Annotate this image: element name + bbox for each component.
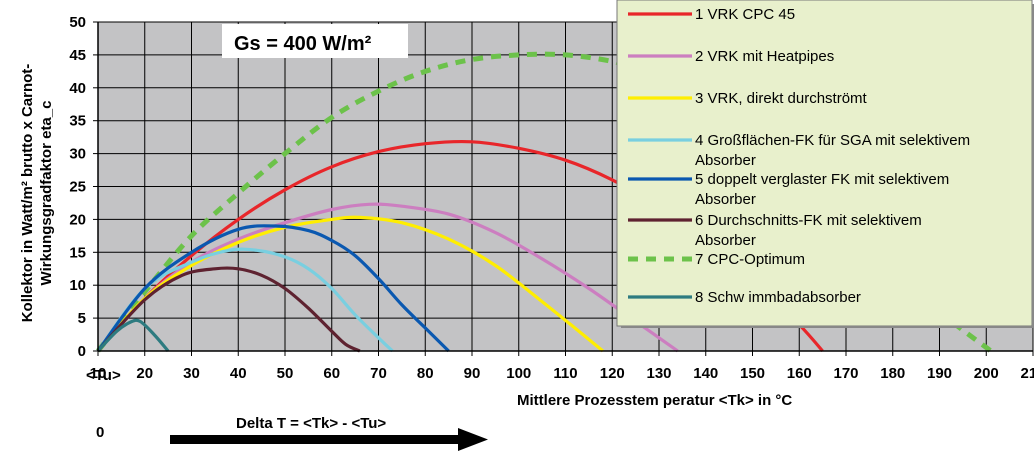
y-axis-title: Kollektor in Watt/m² brutto x Carnot- Wi… [19, 64, 55, 323]
x-tick-label: 40 [230, 365, 247, 382]
delta-zero-label: 0 [96, 424, 104, 441]
x-tick-label: 120 [600, 365, 625, 382]
x-axis-title: Mittlere Prozesstem peratur <Tk> in °C [517, 392, 792, 409]
legend-label-3: 3 VRK, direkt durchströmt [695, 90, 868, 107]
legend-label-8: 8 Schw immbadabsorber [695, 289, 861, 306]
y-axis-ticks: 0 5 10 15 20 25 30 35 40 45 50 [69, 14, 86, 360]
x-tick-label: 80 [417, 365, 434, 382]
legend-shadow-bottom [621, 326, 1034, 328]
x-tick-label: 150 [740, 365, 765, 382]
series-line-4 [96, 247, 394, 353]
x-tick-label: 70 [370, 365, 387, 382]
legend-label-5: 5 doppelt verglaster FK mit selektivem [695, 171, 949, 188]
legend-label-4-cont: Absorber [695, 152, 756, 169]
x-tick-label: 200 [974, 365, 999, 382]
x-tick-label: 210 [1020, 365, 1034, 382]
y-axis-title-line-2: Wirkungsgradfaktor eta_c [38, 101, 55, 286]
y-tick-label: 25 [69, 179, 86, 196]
x-tick-sub-label: <Tu> [86, 367, 121, 384]
series-line-6 [96, 266, 361, 353]
x-tick-label: 60 [323, 365, 340, 382]
delta-arrow-shaft [170, 435, 460, 444]
x-axis-ticks: 10 20 30 40 50 60 70 80 90 100 110 120 130 140 150 160 1… [90, 365, 1034, 382]
legend-label-6: 6 Durchschnitts-FK mit selektivem [695, 212, 922, 229]
callout-gs: Gs = 400 W/m² [234, 33, 372, 55]
y-tick-label: 45 [69, 47, 86, 64]
x-tick-label: 90 [464, 365, 481, 382]
legend-label-2: 2 VRK mit Heatpipes [695, 48, 834, 65]
x-tick-label: 10 [90, 365, 107, 382]
legend-box [616, 0, 1033, 327]
y-tick-label: 30 [69, 146, 86, 163]
y-tick-label: 15 [69, 244, 86, 261]
y-tick-label: 20 [69, 211, 86, 228]
x-tick-label: 130 [646, 365, 671, 382]
series-line-7 [96, 51, 993, 353]
callout-box [222, 24, 408, 58]
y-tick-label: 0 [78, 343, 86, 360]
x-tick-label: 140 [693, 365, 718, 382]
y-tick-label: 5 [78, 310, 86, 327]
y-tick-label: 40 [69, 80, 86, 97]
series-line-5 [96, 224, 450, 353]
x-tick-label: 170 [833, 365, 858, 382]
legend-label-7: 7 CPC-Optimum [695, 251, 805, 268]
x-tick-label: 160 [787, 365, 812, 382]
legend-label-1: 1 VRK CPC 45 [695, 6, 795, 23]
x-tick-label: 20 [136, 365, 153, 382]
y-tick-label: 10 [69, 277, 86, 294]
x-tick-label: 180 [880, 365, 905, 382]
legend-label-5-cont: Absorber [695, 191, 756, 208]
axes [93, 21, 1034, 356]
y-tick-label: 50 [69, 14, 86, 31]
x-tick-label: 110 [553, 365, 577, 382]
delta-arrow-head [458, 428, 488, 451]
x-tick-label: 190 [927, 365, 952, 382]
legend-items: 1 VRK CPC 45 2 VRK mit Heatpipes 3 VRK, di… [628, 6, 970, 306]
y-tick-label: 35 [69, 113, 86, 130]
x-tick-label: 50 [277, 365, 294, 382]
delta-t-label: Delta T = <Tk> - <Tu> [236, 415, 386, 432]
legend-label-6-cont: Absorber [695, 232, 756, 249]
x-tick-label: 30 [183, 365, 200, 382]
legend: 1 VRK CPC 45 2 VRK mit Heatpipes 3 VRK, di… [616, 0, 1034, 328]
x-tick-label: 100 [506, 365, 531, 382]
series-line-8 [96, 318, 170, 353]
delta-arrow [170, 428, 488, 451]
legend-label-4: 4 Großflächen-FK für SGA mit selektivem [695, 132, 970, 149]
legend-shadow-right [1032, 4, 1034, 328]
y-axis-title-line-1: Kollektor in Watt/m² brutto x Carnot- [19, 64, 36, 323]
series-line-3 [96, 215, 604, 353]
